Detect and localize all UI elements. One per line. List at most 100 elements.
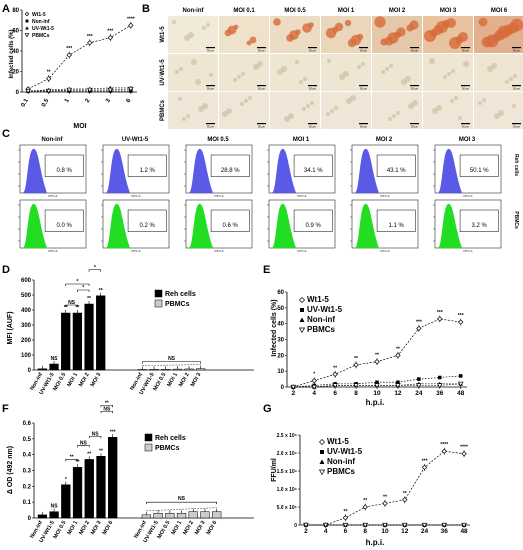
x-tick-label-F: MOI 6 xyxy=(102,520,115,536)
y-tick-label-E: 30 xyxy=(277,338,284,344)
scale-bar-label: 50 μm xyxy=(258,50,265,53)
cell-stain xyxy=(463,61,469,67)
cell-stain xyxy=(504,26,514,36)
data-point-G-0 xyxy=(461,451,467,457)
significance-mark-A: *** xyxy=(87,34,93,40)
cell-stain xyxy=(334,106,338,110)
cell-stain xyxy=(326,112,330,116)
data-point-E-3 xyxy=(436,383,443,389)
scale-bar xyxy=(512,85,521,87)
y-tick-label-D: 600 xyxy=(21,278,32,284)
scale-bar xyxy=(359,47,368,49)
cell-stain xyxy=(450,99,454,103)
data-point-A-0 xyxy=(46,75,52,82)
micrograph-col-header: Non-inf xyxy=(183,8,205,14)
cell-stain xyxy=(344,19,352,27)
y-tick-label-A: 0 xyxy=(16,90,20,96)
y-tick-label-A: 80 xyxy=(12,8,19,14)
data-point-G-0 xyxy=(402,497,408,503)
scale-bar xyxy=(206,123,215,125)
scale-bar-label: 50 μm xyxy=(513,88,520,91)
cell-stain xyxy=(330,109,334,113)
series-line-A-2 xyxy=(28,87,131,92)
cell-stain xyxy=(429,58,435,64)
data-point-E-1 xyxy=(438,375,442,380)
series-line-G-0 xyxy=(305,450,465,526)
bar-F-reh xyxy=(84,459,94,519)
significance-mark-F: *** xyxy=(110,429,116,435)
significance-mark-D: * xyxy=(94,265,96,271)
flow-col-header: MOI 0.5 xyxy=(207,137,229,143)
x-tick-label-E: 12 xyxy=(394,390,402,397)
bar-F-pbmc xyxy=(141,514,152,519)
significance-mark-G: ** xyxy=(344,509,348,515)
legend-swatch-F xyxy=(144,443,153,452)
cell-stain xyxy=(325,27,337,39)
scale-bar xyxy=(359,85,368,87)
data-point-G-3 xyxy=(322,522,329,528)
data-point-E-0 xyxy=(416,325,422,332)
x-tick-label-A: 0.1 xyxy=(21,97,31,108)
axis-title-e-y: Infected cells (%) xyxy=(271,299,278,356)
cell-stain xyxy=(401,79,407,85)
micrograph-image xyxy=(474,54,523,91)
y-tick-label-D: 200 xyxy=(21,338,32,344)
flow-percent: 0.8 % xyxy=(57,168,73,174)
x-tick-label-A: 0.5 xyxy=(41,97,51,108)
significance-mark-E: *** xyxy=(416,319,422,325)
significance-mark-D: ** xyxy=(64,305,68,311)
flow-percent: 0.9 % xyxy=(306,223,322,229)
cell-stain xyxy=(447,72,451,76)
x-tick-label-G: 36 xyxy=(441,528,449,535)
cell-stain xyxy=(374,16,386,28)
micrograph-image xyxy=(270,92,320,129)
micrograph-image xyxy=(168,92,218,129)
scale-bar xyxy=(461,47,470,49)
flow-gate xyxy=(293,209,333,232)
significance-mark-A: *** xyxy=(66,46,72,52)
legend-label-G: Non-inf xyxy=(327,457,355,466)
bar-F-pbmc xyxy=(188,511,198,519)
data-point-E-0 xyxy=(353,362,359,368)
flow-row-label-reh: Reh cells xyxy=(513,154,519,176)
legend-label-E: PBMCs xyxy=(307,325,336,334)
cell-stain xyxy=(222,111,228,117)
bar-F-reh xyxy=(61,484,71,519)
flow-gate xyxy=(376,154,416,177)
legend-marker-E xyxy=(299,317,305,322)
legend-label-E: UV-Wt1-5 xyxy=(307,305,343,314)
data-point-G-3 xyxy=(362,522,369,528)
y-tick-label-D: 400 xyxy=(21,308,32,314)
data-point-G-0 xyxy=(441,448,447,454)
legend-label-E: Non-inf xyxy=(307,315,335,324)
panel-letter-f: F xyxy=(2,403,9,415)
cell-stain xyxy=(384,36,394,46)
flow-col-header: Non-inf xyxy=(42,137,64,143)
y-tick-label-D: 300 xyxy=(21,323,32,329)
data-point-A-0 xyxy=(107,34,113,41)
flow-percent: 1.2 % xyxy=(140,168,156,174)
cell-stain xyxy=(494,113,500,119)
scale-bar-label: 50 μm xyxy=(258,88,265,91)
y-tick-label-F: 0.4 xyxy=(23,453,32,459)
flow-row-label-pbmc: PBMCs xyxy=(513,211,519,229)
cell-stain xyxy=(206,23,210,27)
bar-D-reh xyxy=(72,312,82,371)
flow-histogram-pbmc xyxy=(188,203,214,249)
cell-stain xyxy=(513,74,517,78)
significance-mark-F: * xyxy=(65,477,67,483)
bar-F-pbmc xyxy=(153,513,163,519)
series-line-E-1 xyxy=(293,375,461,388)
legend-marker-E xyxy=(298,327,306,334)
flow-axis-label: FITC-A xyxy=(48,249,57,253)
cell-stain xyxy=(198,106,204,112)
legend-label-G: UV-Wt1-5 xyxy=(327,447,363,456)
flow-axis-label: FITC-A xyxy=(214,194,223,198)
x-tick-label-E: 4 xyxy=(312,390,316,397)
scale-bar-label: 50 μm xyxy=(207,50,214,53)
cell-stain xyxy=(175,70,179,74)
flow-percent: 50.1 % xyxy=(470,168,489,174)
significance-bracket-D xyxy=(65,283,90,286)
significance-mark-E: ** xyxy=(375,353,379,359)
axis-title-e-x: h.p.i. xyxy=(366,398,385,407)
